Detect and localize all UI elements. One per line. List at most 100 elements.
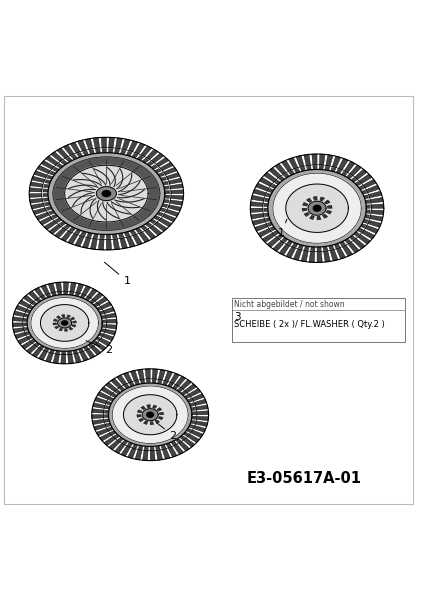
Polygon shape	[76, 284, 84, 293]
Polygon shape	[142, 450, 148, 461]
Polygon shape	[170, 373, 179, 383]
Polygon shape	[14, 311, 25, 317]
Polygon shape	[282, 237, 288, 242]
Polygon shape	[161, 203, 168, 208]
Polygon shape	[256, 183, 269, 191]
Polygon shape	[363, 214, 369, 218]
Polygon shape	[69, 292, 74, 296]
Polygon shape	[144, 446, 148, 450]
Polygon shape	[47, 175, 54, 180]
Polygon shape	[100, 316, 105, 319]
Polygon shape	[92, 419, 105, 425]
Polygon shape	[71, 155, 78, 160]
Polygon shape	[356, 227, 363, 232]
Polygon shape	[350, 165, 361, 176]
Polygon shape	[354, 181, 361, 187]
Polygon shape	[359, 174, 372, 184]
Polygon shape	[55, 326, 59, 329]
Polygon shape	[137, 410, 142, 413]
Polygon shape	[61, 231, 72, 241]
Polygon shape	[181, 391, 187, 395]
Polygon shape	[120, 238, 128, 249]
Polygon shape	[31, 176, 45, 182]
Polygon shape	[34, 287, 44, 297]
Polygon shape	[250, 208, 263, 212]
Polygon shape	[150, 226, 162, 235]
Polygon shape	[13, 323, 23, 327]
Polygon shape	[302, 208, 307, 211]
Polygon shape	[129, 382, 134, 386]
Polygon shape	[53, 157, 160, 230]
Polygon shape	[28, 295, 101, 350]
Polygon shape	[85, 139, 93, 149]
Polygon shape	[122, 139, 130, 150]
Polygon shape	[44, 221, 57, 230]
Polygon shape	[168, 205, 181, 211]
Polygon shape	[310, 215, 314, 220]
Polygon shape	[55, 217, 63, 223]
Polygon shape	[85, 297, 90, 301]
FancyBboxPatch shape	[232, 298, 404, 342]
Polygon shape	[59, 221, 67, 226]
Polygon shape	[156, 157, 169, 167]
Polygon shape	[13, 317, 23, 321]
Polygon shape	[92, 409, 104, 413]
Polygon shape	[114, 443, 125, 454]
Polygon shape	[43, 189, 50, 192]
Polygon shape	[97, 297, 108, 305]
Polygon shape	[268, 169, 366, 247]
Polygon shape	[13, 282, 117, 364]
Polygon shape	[311, 246, 315, 251]
Polygon shape	[307, 198, 312, 202]
Polygon shape	[44, 347, 50, 351]
Polygon shape	[342, 245, 353, 256]
Polygon shape	[265, 198, 271, 202]
Polygon shape	[59, 328, 63, 331]
Polygon shape	[92, 340, 97, 344]
Polygon shape	[189, 388, 201, 397]
Polygon shape	[271, 184, 278, 189]
Polygon shape	[163, 195, 170, 199]
Polygon shape	[48, 210, 56, 215]
Polygon shape	[61, 160, 68, 166]
Polygon shape	[101, 325, 106, 328]
Polygon shape	[19, 300, 30, 308]
Polygon shape	[304, 154, 310, 166]
Polygon shape	[126, 151, 132, 157]
Polygon shape	[365, 205, 370, 208]
Polygon shape	[102, 149, 106, 154]
Polygon shape	[105, 313, 116, 318]
Polygon shape	[183, 438, 195, 447]
Polygon shape	[92, 292, 103, 301]
Polygon shape	[120, 150, 126, 155]
Polygon shape	[175, 438, 181, 443]
Polygon shape	[124, 231, 130, 236]
Polygon shape	[93, 137, 100, 148]
Polygon shape	[183, 432, 189, 436]
Polygon shape	[264, 213, 270, 217]
Polygon shape	[96, 187, 117, 200]
Polygon shape	[157, 407, 162, 411]
Polygon shape	[251, 195, 265, 201]
Polygon shape	[191, 430, 203, 437]
Polygon shape	[323, 245, 328, 250]
Polygon shape	[75, 293, 80, 297]
Polygon shape	[162, 214, 176, 222]
Polygon shape	[15, 332, 26, 339]
Polygon shape	[67, 315, 70, 318]
Polygon shape	[355, 169, 367, 179]
Polygon shape	[370, 215, 383, 221]
Polygon shape	[152, 215, 160, 220]
Polygon shape	[141, 406, 145, 410]
Polygon shape	[187, 434, 199, 443]
Polygon shape	[163, 191, 170, 194]
Polygon shape	[157, 380, 162, 384]
Polygon shape	[300, 167, 306, 172]
Polygon shape	[301, 250, 308, 262]
Polygon shape	[117, 375, 127, 385]
Polygon shape	[147, 412, 153, 417]
Polygon shape	[130, 370, 138, 381]
Polygon shape	[258, 229, 271, 237]
Polygon shape	[326, 155, 333, 166]
Polygon shape	[192, 394, 204, 401]
